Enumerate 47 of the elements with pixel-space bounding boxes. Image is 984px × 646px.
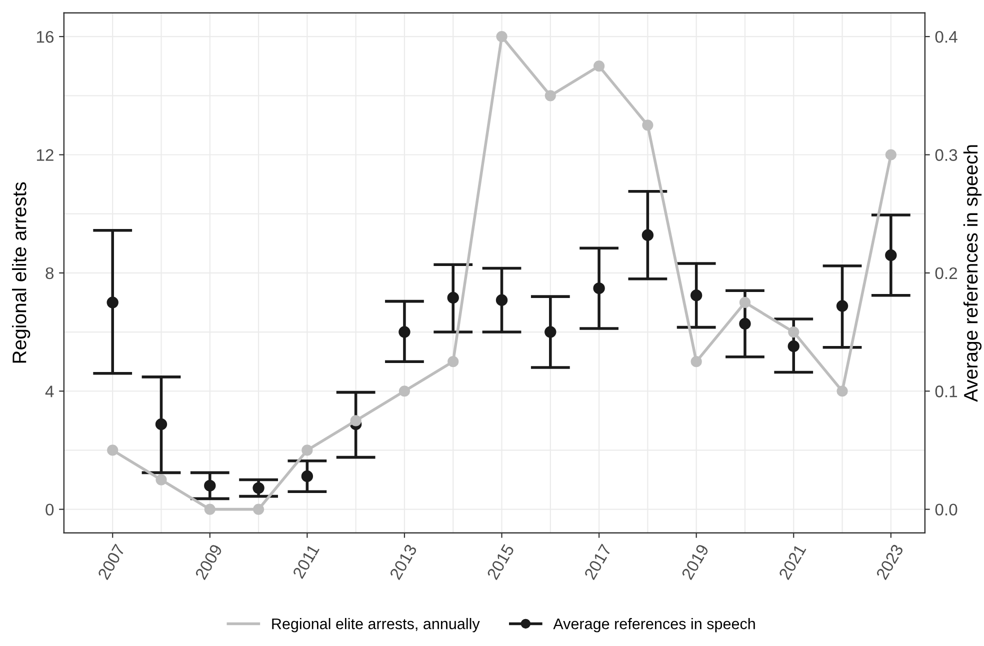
point: [301, 470, 314, 482]
point: [106, 296, 118, 308]
y2-tick-label: 0.4: [935, 30, 958, 43]
point: [252, 504, 264, 515]
y-tick-label: 4: [45, 386, 54, 398]
point: [690, 290, 702, 302]
y-tick-label: 0: [46, 504, 54, 516]
point: [156, 474, 167, 486]
y-tick-label: 12: [36, 149, 54, 161]
point: [788, 326, 800, 338]
point: [398, 386, 410, 397]
point: [885, 249, 897, 262]
point: [204, 480, 216, 492]
point: [107, 444, 118, 456]
y2-tick-label: 0.1: [935, 386, 958, 398]
point: [642, 229, 654, 241]
y2-axis-title: Average references in speech: [963, 145, 982, 402]
point: [398, 326, 410, 338]
legend-label: Average references in speech: [553, 618, 755, 632]
point: [252, 482, 264, 494]
point: [204, 504, 216, 515]
y-tick-label: 8: [46, 267, 54, 280]
legend-label: Regional elite arrests, annually: [272, 618, 480, 632]
point: [447, 292, 459, 304]
point: [448, 356, 459, 368]
point: [836, 386, 848, 397]
point: [690, 356, 702, 368]
point: [544, 90, 556, 102]
point: [302, 444, 313, 456]
y2-tick-label: 0.3: [935, 149, 958, 161]
point: [496, 31, 508, 42]
point: [836, 300, 848, 312]
point: [788, 340, 800, 352]
point: [739, 318, 751, 330]
y2-tick-label: 0.0: [935, 504, 958, 516]
y2-tick-label: 0.2: [935, 267, 958, 280]
point: [544, 326, 556, 338]
point: [642, 120, 654, 131]
point: [885, 149, 896, 160]
y-tick-label: 16: [36, 30, 54, 43]
point: [593, 60, 605, 72]
point: [155, 418, 168, 430]
point: [593, 282, 605, 294]
point: [496, 294, 508, 306]
point: [739, 296, 751, 308]
point: [350, 415, 362, 426]
y-axis-title: Regional elite arrests: [12, 182, 30, 363]
